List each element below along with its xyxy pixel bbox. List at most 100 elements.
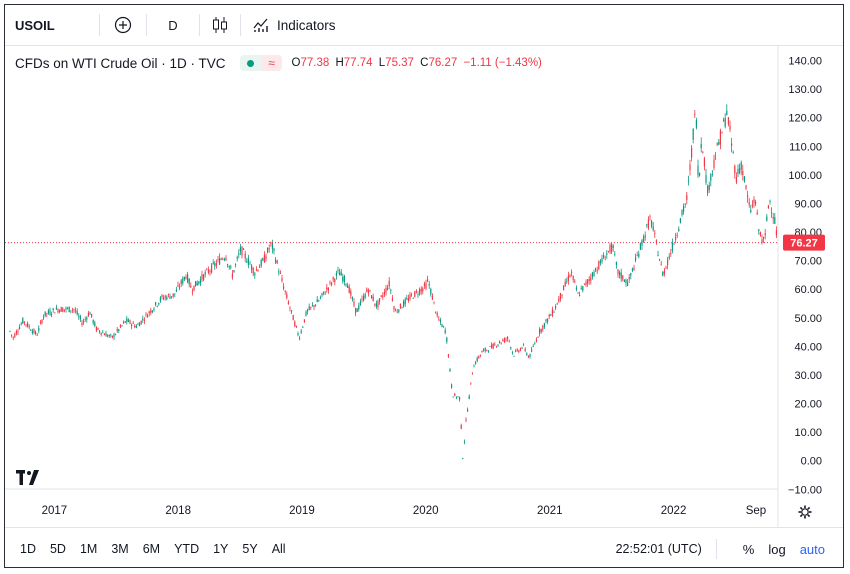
candle-body <box>667 259 669 265</box>
candle-body <box>497 344 499 346</box>
candle-body <box>577 292 579 294</box>
candle-body <box>644 235 646 238</box>
utc-clock[interactable]: 22:52:01 (UTC) <box>615 542 702 556</box>
candle-body <box>689 164 691 171</box>
candle-body <box>142 318 144 321</box>
series-legend: CFDs on WTI Crude Oil · 1D · TVC ≈ O77.3… <box>15 55 545 71</box>
market-status-pill[interactable]: ≈ <box>239 55 282 71</box>
range-3m[interactable]: 3M <box>111 542 129 556</box>
candle-body <box>281 278 283 281</box>
candle-body <box>454 393 456 396</box>
candle-body <box>262 258 264 261</box>
candle-body <box>175 289 177 292</box>
candle-body <box>539 329 541 334</box>
candle-body <box>611 243 613 252</box>
range-all[interactable]: All <box>271 542 286 556</box>
candle-body <box>379 298 381 302</box>
chart-type-button[interactable] <box>204 11 236 39</box>
bottom-toolbar: 1D 5D 1M 3M 6M YTD 1Y 5Y All 22:52:01 (UTC) % lo… <box>5 527 843 567</box>
candle-body <box>388 280 390 287</box>
candle-body <box>775 230 777 236</box>
candle-body <box>54 312 56 314</box>
candle-body <box>471 373 473 375</box>
percent-scale-toggle[interactable]: % <box>742 541 755 557</box>
y-tick-label: 100.00 <box>788 170 822 182</box>
candle-body <box>297 333 299 335</box>
candle-body <box>68 306 70 313</box>
candle-body <box>259 266 261 268</box>
candle-body <box>409 294 411 299</box>
candle-body <box>71 309 73 311</box>
candle-body <box>500 342 502 344</box>
candle-body <box>487 351 489 352</box>
candle-body <box>601 258 603 262</box>
symbol-search-button[interactable]: USOIL <box>15 17 55 33</box>
candle-body <box>721 132 723 134</box>
candle-body <box>718 142 720 145</box>
y-tick-label: 50.00 <box>794 313 822 325</box>
candle-body <box>145 313 147 315</box>
candle-body <box>55 307 57 310</box>
candle-body <box>30 330 32 331</box>
candle-body <box>486 349 488 351</box>
chart-settings-gear-icon[interactable] <box>798 505 812 519</box>
candle-body <box>742 171 744 175</box>
candle-body <box>295 325 297 327</box>
interval-button[interactable]: D <box>168 17 178 33</box>
candle-body <box>511 352 513 353</box>
indicators-button[interactable]: Indicators <box>245 11 344 39</box>
candle-body <box>545 319 547 322</box>
log-scale-toggle[interactable]: log <box>768 541 786 557</box>
compare-symbol-button[interactable] <box>104 11 142 39</box>
range-1y[interactable]: 1Y <box>213 542 229 556</box>
candle-body <box>12 337 14 339</box>
candle-body <box>417 294 419 295</box>
candle-body <box>745 185 747 189</box>
candle-body <box>207 269 209 273</box>
candle-body <box>535 339 537 342</box>
candle-body <box>22 318 24 324</box>
candle-body <box>561 294 563 296</box>
candle-body <box>161 295 163 297</box>
candle-body <box>92 320 94 323</box>
candle-body <box>289 307 291 309</box>
candle-body <box>668 256 670 259</box>
candle-body <box>548 315 550 317</box>
candle-body <box>305 311 307 316</box>
range-5y[interactable]: 5Y <box>242 542 258 556</box>
candle-body <box>350 291 352 296</box>
candle-body <box>563 285 565 291</box>
range-6m[interactable]: 6M <box>142 542 161 556</box>
candle-body <box>532 346 534 347</box>
price-chart[interactable]: −10.00 0.00 10.00 20.00 30.00 40.00 50.00 60.00… <box>5 5 844 527</box>
candle-body <box>363 296 365 301</box>
candle-body <box>300 330 302 333</box>
candle-body <box>703 158 705 167</box>
range-ytd[interactable]: YTD <box>174 542 200 556</box>
candle-body <box>318 300 320 302</box>
y-tick-label: 20.00 <box>794 399 822 411</box>
candle-body <box>334 279 336 282</box>
candle-body <box>23 321 25 323</box>
candle-body <box>76 311 78 315</box>
y-tick-label: 140.00 <box>788 56 822 68</box>
range-1d[interactable]: 1D <box>20 542 36 556</box>
candle-body <box>47 310 49 314</box>
candle-body <box>307 309 309 312</box>
candle-body <box>700 143 702 148</box>
candle-body <box>593 272 595 277</box>
candle-body <box>159 297 161 302</box>
candle-body <box>503 338 505 342</box>
candle-body <box>331 282 333 285</box>
candle-body <box>308 306 310 310</box>
candle-body <box>615 262 617 265</box>
range-5d[interactable]: 5D <box>49 542 66 556</box>
auto-scale-toggle[interactable]: auto <box>799 541 825 557</box>
candle-body <box>407 298 409 302</box>
candle-body <box>433 301 435 303</box>
tradingview-logo-icon[interactable] <box>15 466 43 490</box>
candle-body <box>774 217 776 224</box>
range-1m[interactable]: 1M <box>79 542 98 556</box>
candle-body <box>313 305 315 308</box>
candle-body <box>371 295 373 299</box>
